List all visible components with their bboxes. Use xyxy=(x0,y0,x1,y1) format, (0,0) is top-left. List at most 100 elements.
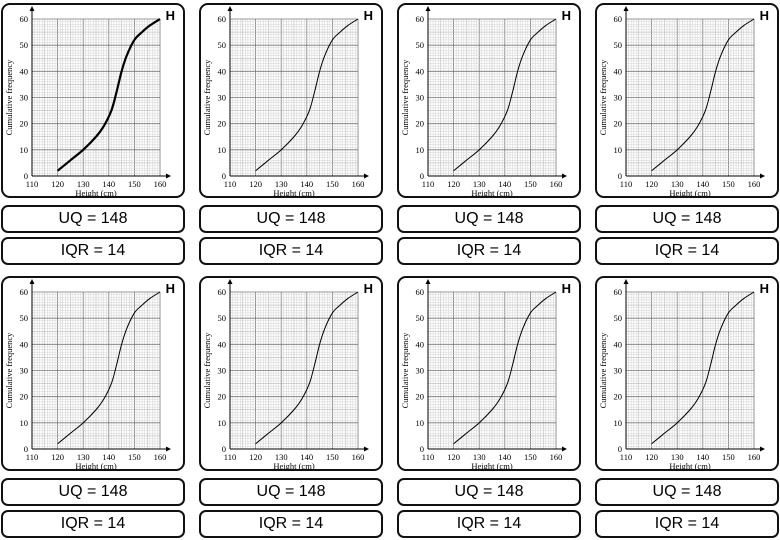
chart-grid xyxy=(625,18,755,177)
y-tick-label: 50 xyxy=(614,40,623,50)
y-tick-label: 0 xyxy=(24,171,28,181)
cumulative-frequency-chart: 110 120 130 140 150 160 0 10 20 30 40 50 60 Height (c… xyxy=(4,6,171,196)
cumulative-frequency-curve xyxy=(255,18,359,172)
interquartile-range-answer: IQR = 14 xyxy=(595,237,779,265)
x-axis-arrow xyxy=(760,173,765,179)
x-tick-label: 140 xyxy=(696,452,709,462)
x-tick-label: 110 xyxy=(620,452,632,462)
y-tick-label: 30 xyxy=(416,366,425,376)
higher-tier-label: H xyxy=(759,8,769,23)
y-tick-label: 40 xyxy=(218,66,227,76)
y-tick-label: 50 xyxy=(20,40,29,50)
y-axis-arrow xyxy=(425,6,431,11)
y-tick-label: 10 xyxy=(416,418,425,428)
y-tick-label: 40 xyxy=(20,339,29,349)
x-tick-label: 110 xyxy=(224,179,236,189)
y-tick-label: 20 xyxy=(614,392,623,402)
x-tick-label: 150 xyxy=(128,452,141,462)
y-axis-arrow xyxy=(29,279,35,284)
higher-tier-label: H xyxy=(165,8,175,23)
upper-quartile-answer: UQ = 148 xyxy=(397,478,581,506)
x-axis-title: Height (cm) xyxy=(471,461,512,469)
y-tick-label: 10 xyxy=(416,145,425,155)
y-axis-title: Cumulative frequency xyxy=(598,59,608,136)
x-axis-title: Height (cm) xyxy=(669,188,710,196)
x-tick-label: 120 xyxy=(645,452,658,462)
y-tick-label: 10 xyxy=(218,418,227,428)
graph-card: 110 120 130 140 150 160 0 10 20 30 40 50 60 Height (c… xyxy=(397,3,581,198)
x-tick-label: 130 xyxy=(275,452,288,462)
x-axis-title: Height (cm) xyxy=(273,188,314,196)
higher-tier-label: H xyxy=(363,8,373,23)
chart-grid xyxy=(229,18,359,177)
y-tick-label: 20 xyxy=(20,392,29,402)
y-tick-label: 30 xyxy=(614,93,623,103)
y-tick-label: 60 xyxy=(20,287,29,297)
y-tick-label: 30 xyxy=(20,366,29,376)
x-tick-label: 160 xyxy=(154,452,167,462)
cumulative-frequency-curve xyxy=(453,291,557,445)
y-tick-label: 0 xyxy=(420,444,424,454)
graph-card: 110 120 130 140 150 160 0 10 20 30 40 50 60 Height (c… xyxy=(199,3,383,198)
y-axis-arrow xyxy=(623,279,629,284)
y-tick-label: 40 xyxy=(416,339,425,349)
x-tick-label: 160 xyxy=(352,452,365,462)
chart-grid xyxy=(427,18,557,177)
x-tick-label: 150 xyxy=(326,179,339,189)
x-tick-label: 130 xyxy=(77,179,90,189)
x-tick-label: 140 xyxy=(300,452,313,462)
y-tick-label: 50 xyxy=(218,313,227,323)
x-axis-arrow xyxy=(364,173,369,179)
x-tick-label: 110 xyxy=(422,452,434,462)
graph-card: 110 120 130 140 150 160 0 10 20 30 40 50 60 Height (c… xyxy=(595,276,779,471)
y-tick-label: 50 xyxy=(614,313,623,323)
y-tick-label: 0 xyxy=(24,444,28,454)
cumulative-frequency-curve xyxy=(255,291,359,445)
y-axis-arrow xyxy=(29,6,35,11)
y-tick-label: 20 xyxy=(20,119,29,129)
cumulative-frequency-curve xyxy=(453,18,557,172)
y-axis-arrow xyxy=(623,6,629,11)
y-tick-label: 0 xyxy=(222,444,226,454)
interquartile-range-answer: IQR = 14 xyxy=(199,237,383,265)
y-axis-arrow xyxy=(425,279,431,284)
x-tick-label: 150 xyxy=(524,452,537,462)
upper-quartile-answer: UQ = 148 xyxy=(397,205,581,233)
x-tick-label: 150 xyxy=(326,452,339,462)
higher-tier-label: H xyxy=(561,8,571,23)
y-tick-label: 50 xyxy=(416,313,425,323)
x-tick-label: 120 xyxy=(51,452,64,462)
chart-grid xyxy=(31,18,161,177)
cumulative-frequency-chart: 110 120 130 140 150 160 0 10 20 30 40 50 60 Height (c… xyxy=(598,6,765,196)
y-axis-title: Cumulative frequency xyxy=(4,59,14,136)
x-tick-label: 160 xyxy=(550,452,563,462)
cumulative-frequency-chart: 110 120 130 140 150 160 0 10 20 30 40 50 60 Height (c… xyxy=(598,279,765,469)
x-tick-label: 130 xyxy=(77,452,90,462)
x-axis-title: Height (cm) xyxy=(75,188,116,196)
upper-quartile-answer: UQ = 148 xyxy=(595,205,779,233)
y-tick-label: 40 xyxy=(20,66,29,76)
y-tick-label: 30 xyxy=(218,366,227,376)
x-tick-label: 110 xyxy=(620,179,632,189)
y-tick-label: 40 xyxy=(218,339,227,349)
interquartile-range-answer: IQR = 14 xyxy=(1,237,185,265)
x-tick-label: 120 xyxy=(447,452,460,462)
y-axis-title: Cumulative frequency xyxy=(4,332,14,409)
cumulative-frequency-curve xyxy=(56,18,161,172)
interquartile-range-answer: IQR = 14 xyxy=(397,510,581,538)
y-tick-label: 0 xyxy=(222,171,226,181)
upper-quartile-answer: UQ = 148 xyxy=(595,478,779,506)
upper-quartile-answer: UQ = 148 xyxy=(199,478,383,506)
x-tick-label: 160 xyxy=(748,452,761,462)
x-tick-label: 160 xyxy=(154,179,167,189)
y-tick-label: 10 xyxy=(218,145,227,155)
x-tick-label: 120 xyxy=(51,179,64,189)
y-axis-title: Cumulative frequency xyxy=(400,332,410,409)
y-tick-label: 50 xyxy=(416,40,425,50)
x-tick-label: 160 xyxy=(550,179,563,189)
y-tick-label: 60 xyxy=(218,287,227,297)
x-tick-label: 130 xyxy=(275,179,288,189)
y-tick-label: 60 xyxy=(416,14,425,24)
interquartile-range-answer: IQR = 14 xyxy=(397,237,581,265)
higher-tier-label: H xyxy=(561,281,571,296)
